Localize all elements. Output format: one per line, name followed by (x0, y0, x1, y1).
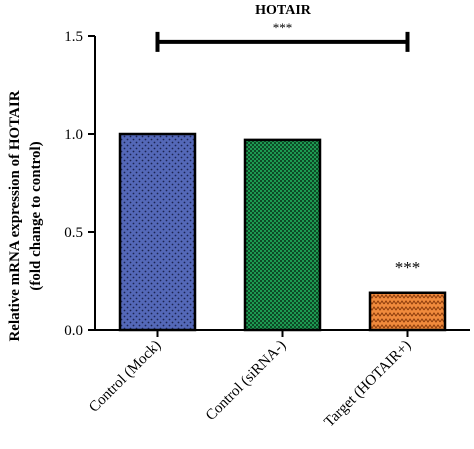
y-axis-label: Relative mRNA expression of HOTAIR (7, 90, 23, 341)
y-tick-label-0: 0.0 (64, 323, 83, 339)
y-axis-label-sub: (fold change to control) (28, 141, 44, 290)
bar-2 (368, 291, 447, 332)
annotations-group: *** *** (155, 20, 421, 277)
bar-0 (118, 132, 197, 332)
bar-1 (243, 138, 322, 332)
y-tick-label-1: 0.5 (64, 225, 83, 241)
y-tick-label-2: 1.0 (64, 127, 83, 143)
comparison-bracket-label: *** (273, 20, 293, 35)
significance-label-bar-2: *** (395, 258, 421, 277)
x-tick-label-2: Target (HOTAIR+) (321, 338, 414, 431)
x-tick-label-0: Control (Mock) (86, 338, 164, 416)
bars-group (118, 132, 447, 332)
x-tick-label-1: Control (siRNA-) (203, 338, 289, 424)
y-tick-label-3: 1.5 (64, 29, 83, 45)
chart-title: HOTAIR (255, 3, 312, 18)
